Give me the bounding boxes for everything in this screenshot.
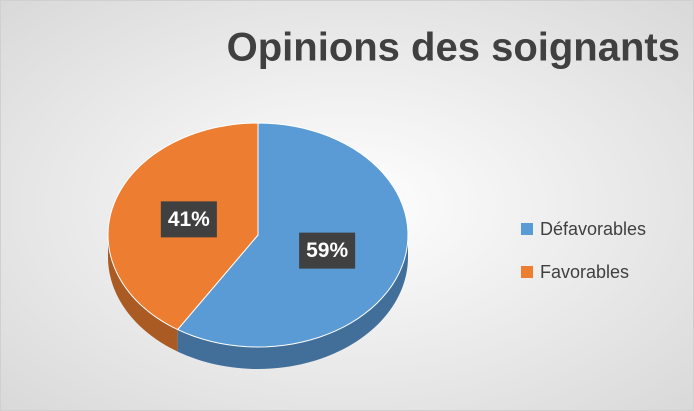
slice-side <box>108 235 178 352</box>
legend-label: Favorables <box>540 262 629 282</box>
data-label-text: 41% <box>168 208 210 231</box>
slice-side <box>177 235 408 369</box>
data-label: 41% <box>160 201 217 238</box>
legend-label: Défavorables <box>540 219 646 239</box>
data-label-text: 59% <box>306 239 348 262</box>
data-label: 59% <box>299 232 356 269</box>
chart-title: Opinions des soignants <box>227 26 680 70</box>
data-label-box <box>299 232 356 269</box>
legend-swatch <box>521 223 533 235</box>
legend-swatch <box>521 266 533 278</box>
data-label-box <box>160 201 217 238</box>
pie-slice <box>176 122 409 348</box>
